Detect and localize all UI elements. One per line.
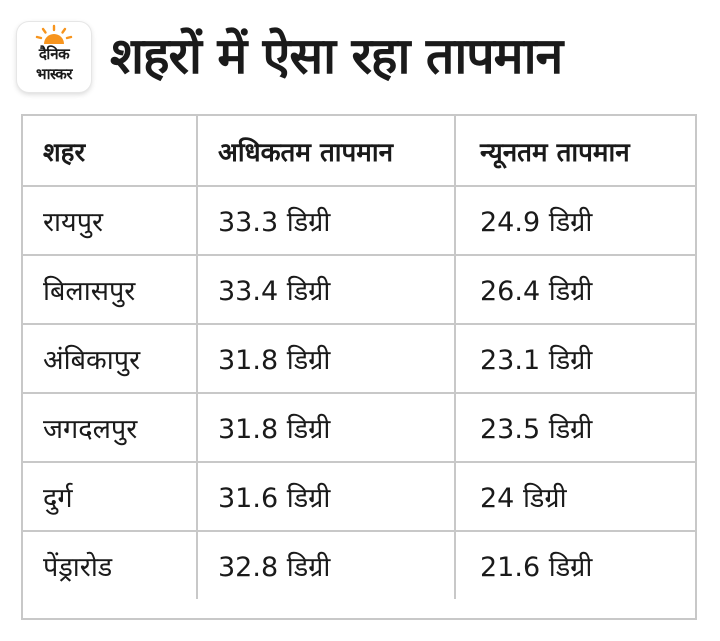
sun-rays-icon bbox=[35, 24, 73, 44]
temperature-table: शहर अधिकतम तापमान न्यूनतम तापमान रायपुर … bbox=[21, 114, 697, 620]
page-title: शहरों में ऐसा रहा तापमान bbox=[110, 27, 563, 85]
logo-text-line2: भास्कर bbox=[36, 65, 72, 83]
min-temp-cell: 23.1 डिग्री bbox=[454, 323, 695, 394]
min-temp-cell: 23.5 डिग्री bbox=[454, 392, 695, 463]
max-temp-cell: 31.8 डिग्री bbox=[196, 323, 456, 394]
max-temp-cell: 31.8 डिग्री bbox=[196, 392, 456, 463]
max-temp-cell: 32.8 डिग्री bbox=[196, 530, 456, 599]
max-temp-cell: 33.3 डिग्री bbox=[196, 185, 456, 256]
min-temp-cell: 24.9 डिग्री bbox=[454, 185, 695, 256]
table-row: दुर्ग 31.6 डिग्री 24 डिग्री bbox=[23, 461, 695, 532]
table-row: अंबिकापुर 31.8 डिग्री 23.1 डिग्री bbox=[23, 323, 695, 394]
city-cell: बिलासपुर bbox=[23, 254, 198, 325]
min-temp-cell: 21.6 डिग्री bbox=[454, 530, 695, 599]
table-header-row: शहर अधिकतम तापमान न्यूनतम तापमान bbox=[23, 116, 695, 187]
header: दैनिक भास्कर शहरों में ऐसा रहा तापमान bbox=[0, 0, 720, 112]
city-cell: दुर्ग bbox=[23, 461, 198, 532]
dainik-bhaskar-logo: दैनिक भास्कर bbox=[17, 22, 91, 92]
table-row: पेंड्रारोड 32.8 डिग्री 21.6 डिग्री bbox=[23, 530, 695, 599]
min-temp-cell: 24 डिग्री bbox=[454, 461, 695, 532]
city-cell: रायपुर bbox=[23, 185, 198, 256]
table-row: बिलासपुर 33.4 डिग्री 26.4 डिग्री bbox=[23, 254, 695, 325]
table-row: रायपुर 33.3 डिग्री 24.9 डिग्री bbox=[23, 185, 695, 256]
logo-text-line1: दैनिक bbox=[38, 45, 70, 63]
max-temp-cell: 33.4 डिग्री bbox=[196, 254, 456, 325]
city-cell: पेंड्रारोड bbox=[23, 530, 198, 599]
min-temp-cell: 26.4 डिग्री bbox=[454, 254, 695, 325]
header-max-temp: अधिकतम तापमान bbox=[196, 116, 456, 187]
city-cell: जगदलपुर bbox=[23, 392, 198, 463]
city-cell: अंबिकापुर bbox=[23, 323, 198, 394]
header-city: शहर bbox=[23, 116, 198, 187]
header-min-temp: न्यूनतम तापमान bbox=[454, 116, 695, 187]
table-row: जगदलपुर 31.8 डिग्री 23.5 डिग्री bbox=[23, 392, 695, 463]
max-temp-cell: 31.6 डिग्री bbox=[196, 461, 456, 532]
